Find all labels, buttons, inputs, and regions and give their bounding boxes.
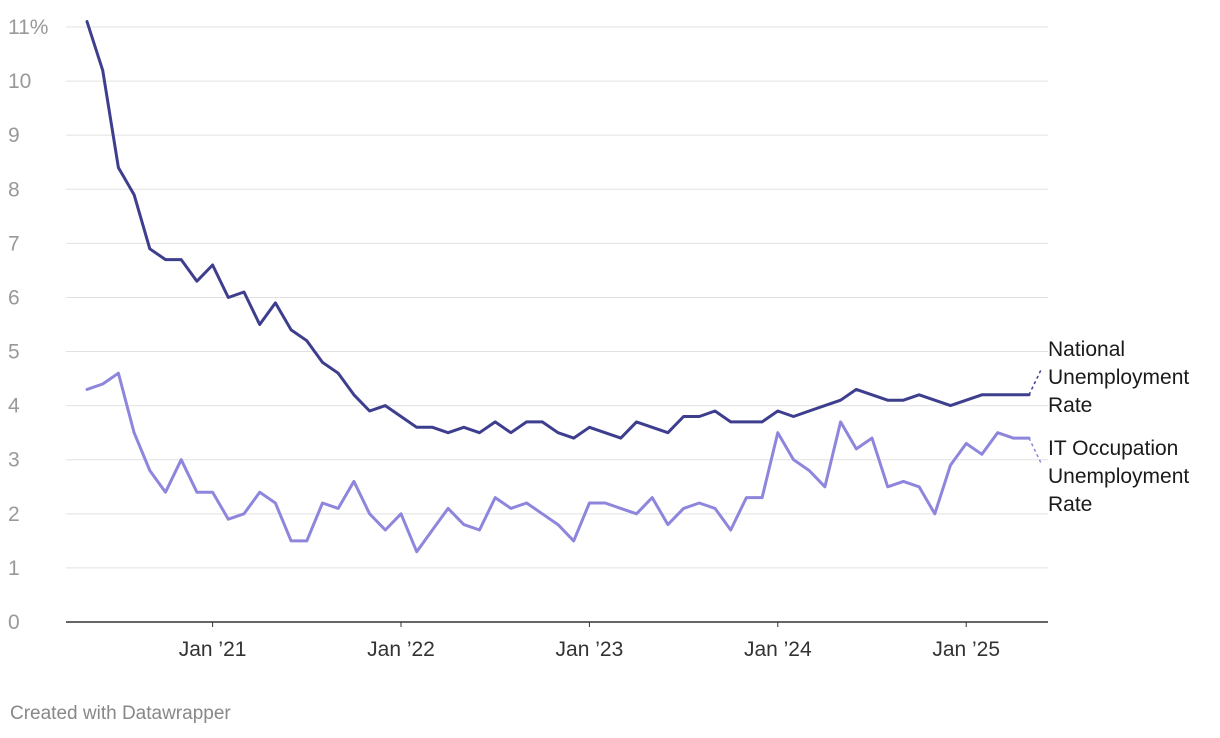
x-tick-label: Jan ’21 xyxy=(179,638,247,661)
y-tick-label: 0 xyxy=(8,611,20,634)
x-tick-label: Jan ’24 xyxy=(744,638,812,661)
series-label-line: National xyxy=(1048,338,1125,361)
gridlines xyxy=(66,26,1048,569)
series-line-it-occupation xyxy=(85,371,1031,554)
y-tick-label: 4 xyxy=(8,395,20,418)
series-label-line: Rate xyxy=(1048,493,1092,516)
series-label-line: Unemployment xyxy=(1048,366,1189,389)
series-label-line: IT Occupation xyxy=(1048,437,1178,460)
y-tick-label: 2 xyxy=(8,503,20,526)
series-label-connector xyxy=(1028,437,1043,466)
series-label-line: Rate xyxy=(1048,394,1092,417)
series-label-line: Unemployment xyxy=(1048,465,1189,488)
y-tick-label: 5 xyxy=(8,341,20,364)
y-tick-label: 6 xyxy=(8,286,20,309)
series-label-national: National Unemployment Rate xyxy=(1048,338,1189,417)
y-tick-label: 3 xyxy=(8,449,20,472)
y-tick-label: 9 xyxy=(8,124,20,147)
datawrapper-credit: Created with Datawrapper xyxy=(10,703,231,724)
y-axis-tick-labels: 0 1 2 3 4 5 6 7 8 9 10 11% xyxy=(8,16,48,634)
series-lines xyxy=(85,20,1043,554)
x-tick-label: Jan ’22 xyxy=(367,638,435,661)
series-label-connector xyxy=(1028,367,1043,396)
y-tick-label: 1 xyxy=(8,557,20,580)
x-tick-label: Jan ’23 xyxy=(556,638,624,661)
y-tick-label: 10 xyxy=(8,70,31,93)
y-tick-label: 11% xyxy=(8,16,48,39)
y-tick-label: 8 xyxy=(8,178,20,201)
series-label-it-occupation: IT Occupation Unemployment Rate xyxy=(1048,437,1189,516)
series-labels: National Unemployment Rate IT Occupation Une… xyxy=(1048,338,1189,516)
series-line-national xyxy=(85,20,1031,440)
x-axis: Jan ’21 Jan ’22 Jan ’23 Jan ’24 Jan ’25 xyxy=(66,621,1048,661)
x-tick-label: Jan ’25 xyxy=(932,638,1000,661)
y-tick-label: 7 xyxy=(8,232,20,255)
